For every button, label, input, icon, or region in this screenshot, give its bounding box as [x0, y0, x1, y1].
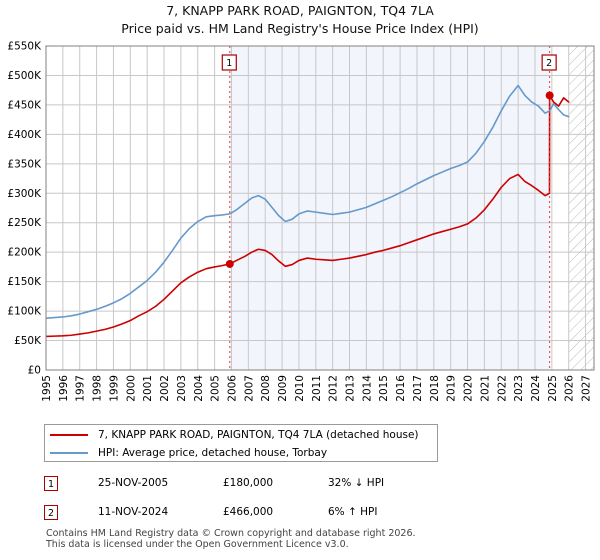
svg-text:2003: 2003: [176, 375, 188, 402]
svg-text:2015: 2015: [378, 375, 390, 402]
svg-text:£550K: £550K: [7, 41, 42, 53]
chart-area: £0 £50K £100K £150K £200K £250K £300K £350K £400…: [7, 41, 595, 402]
sale-badge-1: 1: [44, 475, 58, 491]
svg-text:2008: 2008: [260, 375, 272, 402]
legend-swatch-price-paid: [50, 434, 88, 436]
svg-text:2018: 2018: [429, 375, 441, 402]
svg-text:2020: 2020: [463, 375, 475, 402]
legend-item-hpi: HPI: Average price, detached house, Torb…: [50, 444, 437, 462]
svg-text:1999: 1999: [108, 375, 120, 402]
svg-text:£450K: £450K: [7, 99, 42, 111]
svg-text:£400K: £400K: [7, 129, 42, 141]
svg-text:1996: 1996: [58, 375, 70, 402]
svg-text:2010: 2010: [294, 375, 306, 402]
sale-record-row[interactable]: 2 11-NOV-2024 £466,000 6% ↑ HPI: [44, 503, 494, 521]
sale-date-2: 11-NOV-2024: [98, 506, 169, 518]
future-projection-band: [568, 46, 594, 370]
svg-text:£150K: £150K: [7, 276, 42, 288]
svg-text:£100K: £100K: [7, 306, 42, 318]
page-title: 7, KNAPP PARK ROAD, PAIGNTON, TQ4 7LA: [166, 3, 434, 18]
svg-text:2022: 2022: [496, 375, 508, 402]
svg-text:2026: 2026: [564, 375, 576, 402]
legend-label-hpi: HPI: Average price, detached house, Torb…: [98, 447, 328, 459]
svg-text:2000: 2000: [125, 375, 137, 402]
svg-text:£0: £0: [28, 365, 41, 377]
chart-title-block: 7, KNAPP PARK ROAD, PAIGNTON, TQ4 7LA Pr…: [0, 2, 600, 38]
svg-text:1995: 1995: [41, 375, 53, 402]
plot-border: [45, 45, 595, 371]
svg-text:2: 2: [546, 58, 552, 69]
svg-text:2002: 2002: [159, 375, 171, 402]
ownership-period-band: [229, 46, 550, 370]
svg-text:2016: 2016: [395, 375, 407, 402]
svg-text:2014: 2014: [361, 375, 373, 402]
svg-text:2012: 2012: [328, 375, 340, 402]
legend-label-price-paid: 7, KNAPP PARK ROAD, PAIGNTON, TQ4 7LA (d…: [98, 429, 419, 441]
page-subtitle: Price paid vs. HM Land Registry's House …: [121, 21, 479, 36]
svg-text:£300K: £300K: [7, 188, 42, 200]
svg-text:2011: 2011: [311, 375, 323, 402]
svg-text:2004: 2004: [193, 375, 205, 402]
sale-hpi-delta-1: 32% ↓ HPI: [328, 477, 385, 489]
sale-date-1: 25-NOV-2005: [98, 477, 169, 489]
svg-text:2013: 2013: [345, 375, 357, 402]
chart-gridlines: [45, 45, 594, 371]
svg-text:2006: 2006: [226, 375, 238, 402]
svg-text:1997: 1997: [75, 375, 87, 402]
svg-text:2009: 2009: [277, 375, 289, 402]
price-chart-svg: £0 £50K £100K £150K £200K £250K £300K £350K £400…: [7, 41, 595, 402]
sale-record-row[interactable]: 1 25-NOV-2005 £180,000 32% ↓ HPI: [44, 474, 494, 492]
copyright-footer: Contains HM Land Registry data © Crown c…: [46, 528, 586, 550]
chart-series: [46, 84, 570, 338]
svg-text:2021: 2021: [479, 375, 491, 402]
svg-text:2019: 2019: [446, 375, 458, 402]
svg-text:2005: 2005: [210, 375, 222, 402]
svg-text:2001: 2001: [142, 375, 154, 402]
svg-text:1: 1: [226, 58, 232, 69]
legend-swatch-hpi: [50, 452, 88, 454]
sale-hpi-delta-2: 6% ↑ HPI: [328, 506, 378, 518]
svg-text:2017: 2017: [412, 375, 424, 402]
svg-text:£250K: £250K: [7, 217, 42, 229]
svg-text:2025: 2025: [547, 375, 559, 402]
svg-text:£200K: £200K: [7, 247, 42, 259]
y-axis-labels: £0 £50K £100K £150K £200K £250K £300K £350K £400…: [7, 41, 42, 377]
footer-line-1: Contains HM Land Registry data © Crown c…: [46, 528, 416, 539]
x-axis-labels: 1995 1996 1997 1998 1999 2000 2001 2002 2003 2004…: [41, 375, 593, 402]
svg-text:1998: 1998: [92, 375, 104, 402]
chart-legend: 7, KNAPP PARK ROAD, PAIGNTON, TQ4 7LA (d…: [44, 424, 438, 462]
sale-price-1: £180,000: [223, 477, 274, 489]
svg-text:£50K: £50K: [14, 335, 42, 347]
footer-line-2: This data is licensed under the Open Gov…: [46, 539, 349, 550]
sale-price-2: £466,000: [223, 506, 274, 518]
svg-text:2024: 2024: [530, 375, 542, 402]
svg-text:2023: 2023: [513, 375, 525, 402]
sale-badge-2: 2: [44, 504, 58, 520]
svg-text:£350K: £350K: [7, 158, 42, 170]
legend-item-price-paid: 7, KNAPP PARK ROAD, PAIGNTON, TQ4 7LA (d…: [50, 426, 437, 444]
svg-text:2027: 2027: [581, 375, 593, 402]
svg-text:2007: 2007: [243, 375, 255, 402]
svg-text:£500K: £500K: [7, 70, 42, 82]
